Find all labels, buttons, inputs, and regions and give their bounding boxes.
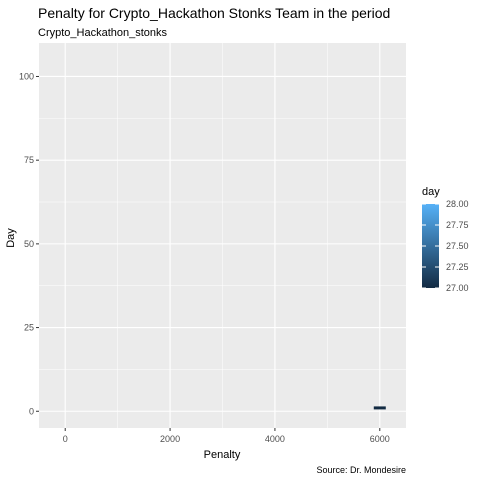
legend-label: 28.00 [446, 199, 469, 209]
grid-minor [39, 43, 406, 428]
y-axis-ticks: 0 25 50 75 100 [19, 71, 39, 416]
legend-label: 27.25 [446, 262, 469, 272]
y-axis-label: Day [5, 228, 17, 248]
x-tick-label: 2000 [160, 434, 180, 444]
legend-title: day [422, 186, 440, 198]
bars [373, 406, 386, 410]
x-tick-label: 6000 [370, 434, 390, 444]
grid-major [39, 43, 406, 428]
legend-label: 27.50 [446, 241, 469, 251]
legend-colorbar [422, 204, 439, 288]
y-tick-label: 100 [19, 71, 34, 81]
y-tick-label: 50 [24, 239, 34, 249]
chart-title: Penalty for Crypto_Hackathon Stonks Team… [38, 5, 390, 21]
y-tick-label: 75 [24, 155, 34, 165]
x-axis-ticks: 0 2000 4000 6000 [63, 428, 390, 444]
chart-caption: Source: Dr. Mondesire [316, 465, 406, 475]
legend-labels: 28.00 27.75 27.50 27.25 27.00 [422, 199, 469, 293]
x-axis-label: Penalty [204, 449, 241, 461]
legend-label: 27.00 [446, 283, 469, 293]
y-tick-label: 0 [29, 406, 34, 416]
chart-subtitle: Crypto_Hackathon_stonks [38, 27, 168, 39]
legend-label: 27.75 [446, 220, 469, 230]
bar [373, 406, 386, 410]
legend: day 28.00 27.75 27.50 27.25 27.00 [422, 186, 469, 293]
y-tick-label: 25 [24, 323, 34, 333]
x-tick-label: 0 [63, 434, 68, 444]
x-tick-label: 4000 [265, 434, 285, 444]
